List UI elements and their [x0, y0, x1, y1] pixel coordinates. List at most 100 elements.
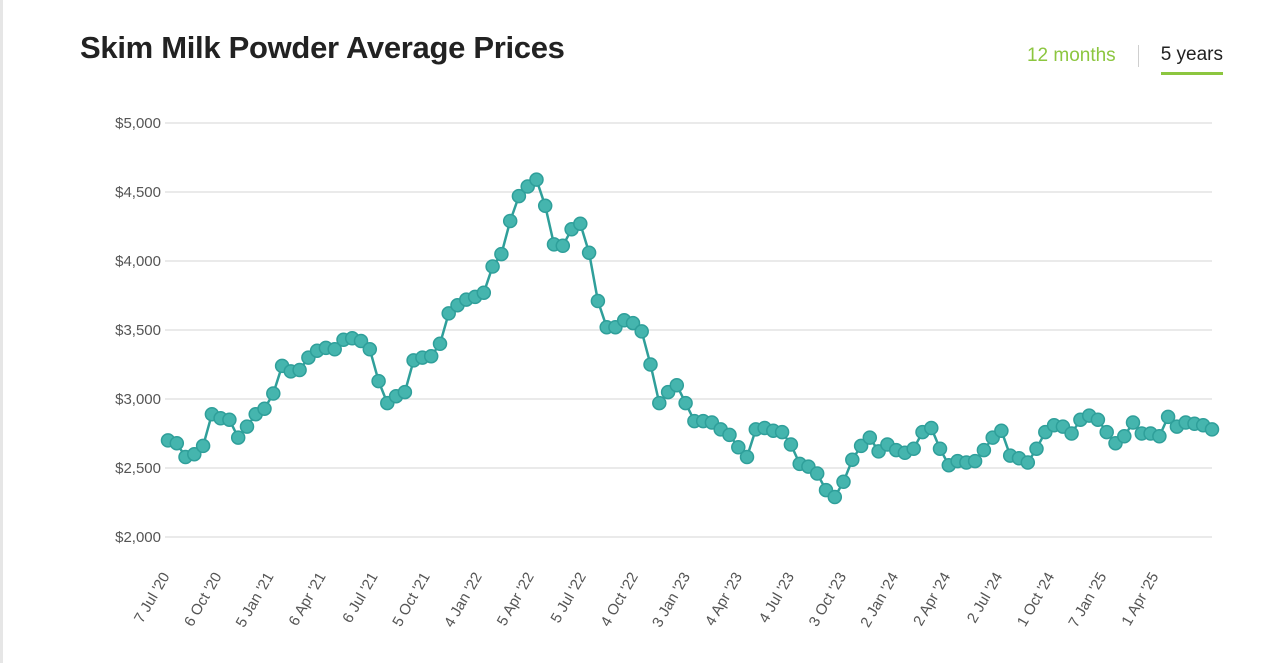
x-tick-label: 5 Oct '21 [389, 570, 434, 630]
data-point[interactable] [169, 435, 185, 451]
data-point[interactable] [722, 427, 737, 443]
x-tick-label: 5 Apr '22 [494, 570, 538, 629]
x-tick-label: 7 Jul '20 [131, 570, 173, 626]
data-point[interactable] [494, 246, 509, 262]
data-point[interactable] [511, 188, 527, 204]
data-point[interactable] [476, 285, 492, 300]
data-point[interactable] [537, 198, 553, 214]
y-axis-ticks: $2,000 $2,500 $3,000 $3,500 $4,000 $4,500 $5,0… [115, 115, 161, 546]
data-point[interactable] [836, 474, 851, 490]
left-border [0, 0, 3, 663]
data-point[interactable] [1020, 455, 1036, 470]
data-point[interactable] [353, 333, 369, 349]
x-tick-label: 2 Jul '24 [964, 570, 1006, 626]
data-point[interactable] [1117, 429, 1132, 444]
data-point[interactable] [827, 489, 843, 505]
data-point[interactable] [432, 336, 448, 352]
data-point[interactable] [625, 315, 641, 331]
x-tick-label: 1 Apr '25 [1118, 570, 1162, 629]
tab-5-years[interactable]: 5 years [1160, 44, 1223, 75]
data-point[interactable] [906, 441, 921, 456]
data-point[interactable] [967, 453, 983, 469]
y-tick-label: $2,500 [115, 460, 161, 477]
data-point[interactable] [774, 424, 790, 440]
data-point[interactable] [853, 438, 869, 454]
data-point[interactable] [924, 420, 939, 436]
data-point[interactable] [783, 437, 799, 452]
x-tick-label: 3 Jan '23 [649, 570, 694, 631]
y-tick-label: $4,000 [115, 253, 161, 270]
data-point[interactable] [397, 384, 413, 400]
data-point[interactable] [292, 362, 307, 378]
data-point[interactable] [1152, 429, 1167, 444]
x-tick-label: 2 Jan '24 [857, 570, 902, 631]
data-point[interactable] [669, 377, 685, 393]
x-tick-label: 6 Oct '20 [181, 570, 226, 630]
x-tick-label: 5 Jul '22 [547, 570, 589, 626]
data-point[interactable] [1090, 412, 1106, 427]
data-point[interactable] [932, 441, 948, 456]
data-point[interactable] [994, 423, 1009, 438]
page-title: Skim Milk Powder Average Prices [80, 30, 565, 65]
y-tick-label: $4,500 [115, 184, 161, 201]
y-tick-label: $3,500 [115, 322, 161, 339]
x-tick-label: 6 Jul '21 [339, 570, 381, 626]
data-point[interactable] [678, 395, 693, 411]
data-point[interactable] [1099, 424, 1114, 440]
data-point[interactable] [195, 438, 211, 454]
y-tick-label: $5,000 [115, 115, 161, 132]
data-point[interactable] [1125, 415, 1141, 430]
data-point[interactable] [441, 306, 456, 321]
x-tick-label: 3 Oct '23 [806, 570, 851, 630]
data-point[interactable] [581, 245, 597, 260]
series-skim-milk-powder [160, 172, 1220, 505]
x-tick-label: 1 Oct '24 [1014, 570, 1059, 630]
x-tick-label: 4 Jan '22 [441, 570, 486, 631]
x-tick-label: 5 Jan '21 [233, 570, 278, 631]
data-point[interactable] [529, 172, 544, 187]
data-point[interactable] [239, 419, 255, 434]
data-point[interactable] [590, 293, 606, 309]
x-tick-label: 4 Apr '23 [702, 570, 746, 629]
data-point[interactable] [845, 452, 860, 467]
data-point[interactable] [187, 446, 202, 462]
range-tabs: 12 months 5 years [1027, 44, 1223, 75]
grid-lines [165, 122, 1212, 538]
y-tick-label: $3,000 [115, 391, 161, 408]
data-point[interactable] [327, 342, 342, 357]
data-point[interactable] [739, 449, 755, 465]
data-point[interactable] [371, 373, 386, 389]
data-point[interactable] [362, 342, 378, 357]
x-tick-label: 4 Jul '23 [756, 570, 798, 626]
x-tick-label: 2 Apr '24 [910, 570, 954, 629]
data-point[interactable] [555, 238, 571, 254]
data-point[interactable] [643, 357, 658, 372]
x-tick-label: 4 Oct '22 [597, 570, 642, 630]
data-point[interactable] [652, 395, 667, 411]
x-axis-ticks: 7 Jul '20 6 Oct '20 5 Jan '21 6 Apr '21 6 Ju… [131, 570, 1162, 631]
tab-divider [1137, 44, 1139, 67]
data-point[interactable] [862, 430, 878, 445]
data-point[interactable] [809, 466, 825, 481]
data-point[interactable] [266, 386, 281, 401]
data-point[interactable] [976, 442, 992, 458]
data-point[interactable] [257, 401, 272, 416]
data-point[interactable] [731, 440, 746, 455]
data-point[interactable] [502, 213, 518, 229]
data-point[interactable] [1029, 441, 1044, 456]
x-tick-label: 6 Apr '21 [286, 570, 330, 629]
tab-12-months[interactable]: 12 months [1026, 44, 1116, 66]
y-tick-label: $2,000 [115, 529, 161, 546]
data-point[interactable] [230, 430, 246, 445]
data-point[interactable] [423, 348, 439, 364]
data-point[interactable] [1204, 422, 1220, 437]
data-point[interactable] [1160, 409, 1176, 425]
data-point[interactable] [634, 324, 649, 339]
data-point[interactable] [485, 259, 500, 274]
x-tick-label: 7 Jan '25 [1065, 570, 1110, 631]
data-point[interactable] [1064, 426, 1079, 441]
data-point[interactable] [222, 412, 237, 427]
series-line [167, 178, 1213, 499]
data-point[interactable] [573, 216, 588, 231]
